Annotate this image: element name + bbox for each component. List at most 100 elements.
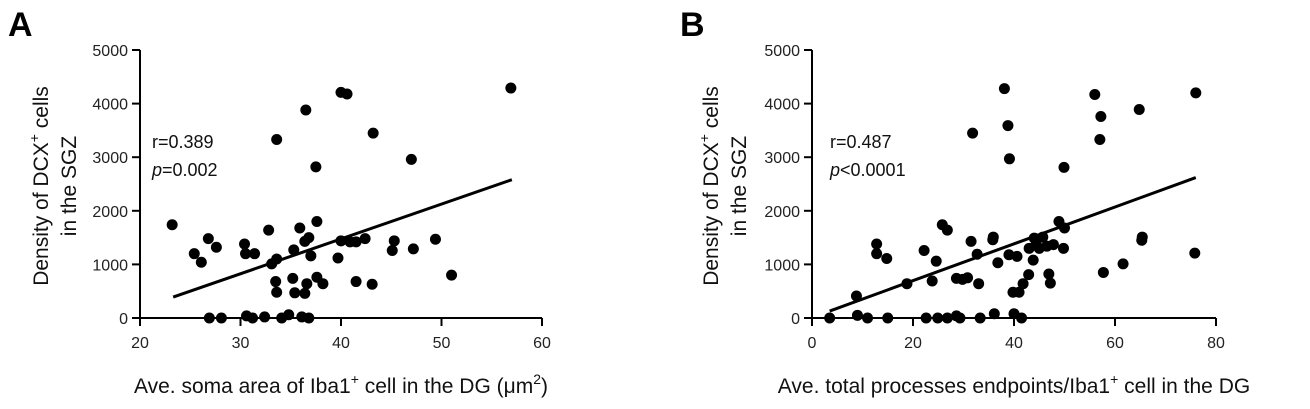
data-point <box>1037 231 1049 243</box>
y-tick-label: 0 <box>791 311 800 328</box>
data-point <box>202 233 214 245</box>
data-point <box>851 309 863 321</box>
stat-r: r=0.389 <box>152 132 214 152</box>
data-point <box>1047 239 1059 251</box>
data-point <box>1044 277 1056 289</box>
data-point <box>1057 242 1069 254</box>
data-point <box>1089 88 1101 100</box>
x-axis-label: Ave. soma area of Iba1+ cell in the DG (… <box>134 371 548 398</box>
data-point <box>1117 258 1129 270</box>
x-tick-label: 50 <box>433 335 451 352</box>
y-tick-label: 4000 <box>764 97 800 114</box>
data-point <box>303 312 315 324</box>
y-axis-label-line2: in the SGZ <box>58 136 81 237</box>
data-point <box>300 104 312 116</box>
x-axis-label: Ave. total processes endpoints/Iba1+ cel… <box>778 371 1250 398</box>
x-tick-label: 20 <box>131 335 149 352</box>
data-point <box>1190 87 1202 99</box>
data-point <box>1136 231 1148 243</box>
data-point <box>871 248 883 260</box>
x-tick-label: 60 <box>533 335 551 352</box>
data-point <box>270 276 282 288</box>
data-point <box>1058 161 1070 173</box>
data-point <box>998 83 1010 95</box>
data-point <box>918 244 930 256</box>
data-point <box>288 244 300 256</box>
data-point <box>332 252 344 264</box>
data-point <box>388 235 400 247</box>
stat-p: p=0.002 <box>151 160 218 180</box>
data-point <box>1017 278 1029 290</box>
data-point <box>920 312 932 324</box>
data-point <box>405 153 417 165</box>
data-point <box>239 238 251 250</box>
panel-label: A <box>8 6 33 44</box>
y-tick-label: 1000 <box>92 257 128 274</box>
y-tick-label: 3000 <box>92 150 128 167</box>
data-point <box>1002 120 1014 132</box>
data-point <box>359 233 371 245</box>
data-point <box>965 235 977 247</box>
data-point <box>824 312 836 324</box>
data-point <box>1095 110 1107 122</box>
data-point <box>289 287 301 299</box>
x-tick-label: 20 <box>904 335 922 352</box>
data-point <box>271 253 283 265</box>
data-point <box>203 312 215 324</box>
data-point <box>1003 153 1015 165</box>
x-tick-label: 60 <box>1106 335 1124 352</box>
data-point <box>932 312 944 324</box>
data-point <box>299 287 311 299</box>
data-point <box>941 312 953 324</box>
data-point <box>954 312 966 324</box>
data-point <box>407 243 419 255</box>
data-point <box>850 290 862 302</box>
y-tick-label: 3000 <box>764 150 800 167</box>
panel-label: B <box>680 6 705 44</box>
data-point <box>1023 269 1035 281</box>
x-tick-label: 40 <box>332 335 350 352</box>
data-point <box>249 248 261 260</box>
data-point <box>259 311 271 323</box>
data-point <box>335 235 347 247</box>
data-point <box>1043 268 1055 280</box>
data-point <box>303 232 315 244</box>
data-point <box>926 275 938 287</box>
panel-a: A 0 1000 2000 3000 4000 5000 20 30 40 50 60 Ave. som… <box>8 6 551 398</box>
x-tick-label: 40 <box>1005 335 1023 352</box>
y-axis-label-line1: Density of DCX+ cells <box>26 86 53 286</box>
data-point <box>881 253 893 265</box>
y-tick-label: 2000 <box>764 204 800 221</box>
data-point <box>195 256 207 268</box>
data-point <box>988 308 1000 320</box>
y-tick-label: 1000 <box>764 257 800 274</box>
data-point <box>962 272 974 284</box>
data-point <box>301 278 313 290</box>
data-point <box>283 309 295 321</box>
y-tick-label: 4000 <box>92 97 128 114</box>
data-point <box>992 257 1004 269</box>
data-point <box>1059 222 1070 234</box>
data-point <box>429 233 441 245</box>
data-point <box>1016 312 1028 324</box>
data-point <box>1097 266 1109 278</box>
data-point <box>350 236 362 248</box>
y-tick-label: 5000 <box>764 43 800 60</box>
data-point <box>973 278 985 290</box>
data-point <box>240 248 252 260</box>
data-point <box>317 278 329 290</box>
data-point <box>263 224 275 236</box>
stat-r: r=0.487 <box>830 132 892 152</box>
data-point <box>1189 247 1201 259</box>
data-point <box>166 219 178 231</box>
data-point <box>1027 254 1039 266</box>
data-point <box>215 312 227 324</box>
data-point <box>1094 134 1106 146</box>
data-point <box>446 269 458 281</box>
y-axis-label-line1: Density of DCX+ cells <box>696 86 723 286</box>
data-point <box>901 278 913 290</box>
data-point <box>305 250 317 262</box>
data-point <box>862 312 874 324</box>
data-point <box>350 276 362 288</box>
